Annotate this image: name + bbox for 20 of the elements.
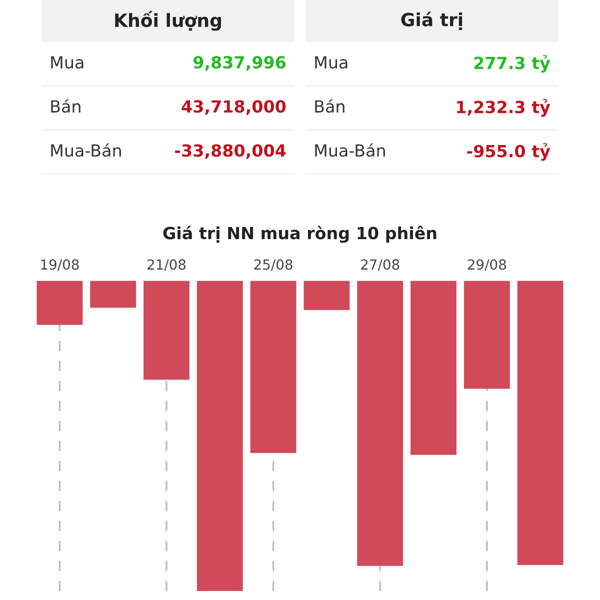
category-label: Mua-Bán <box>315 143 385 157</box>
chart-title: Giá trị NN mua ròng 10 phiên <box>163 226 436 243</box>
category-label: Mua <box>315 56 348 69</box>
data-label: 277.3 tỷ <box>474 54 550 73</box>
x-tick-label: 27/08 <box>361 259 400 271</box>
text: Giá trị <box>401 12 462 30</box>
x-tick-label: 29/08 <box>468 259 506 271</box>
data-label: -955.0 tỷ <box>467 143 550 161</box>
category-label: Bán <box>315 99 344 113</box>
data-label: -33,880,004 <box>174 144 286 159</box>
x-tick-label: 21/08 <box>148 259 186 271</box>
text: Khối lượng <box>115 11 221 31</box>
category-label: Bán <box>51 99 80 113</box>
data-label: 1,232.3 tỷ <box>457 99 550 117</box>
data-label: 9,837,996 <box>193 56 286 71</box>
data-label: 43,718,000 <box>182 100 286 115</box>
category-label: Mua <box>51 56 84 69</box>
category-label: Mua-Bán <box>51 143 121 157</box>
x-tick-label: 19/08 <box>41 259 79 271</box>
x-tick-label: 25/08 <box>254 259 292 271</box>
